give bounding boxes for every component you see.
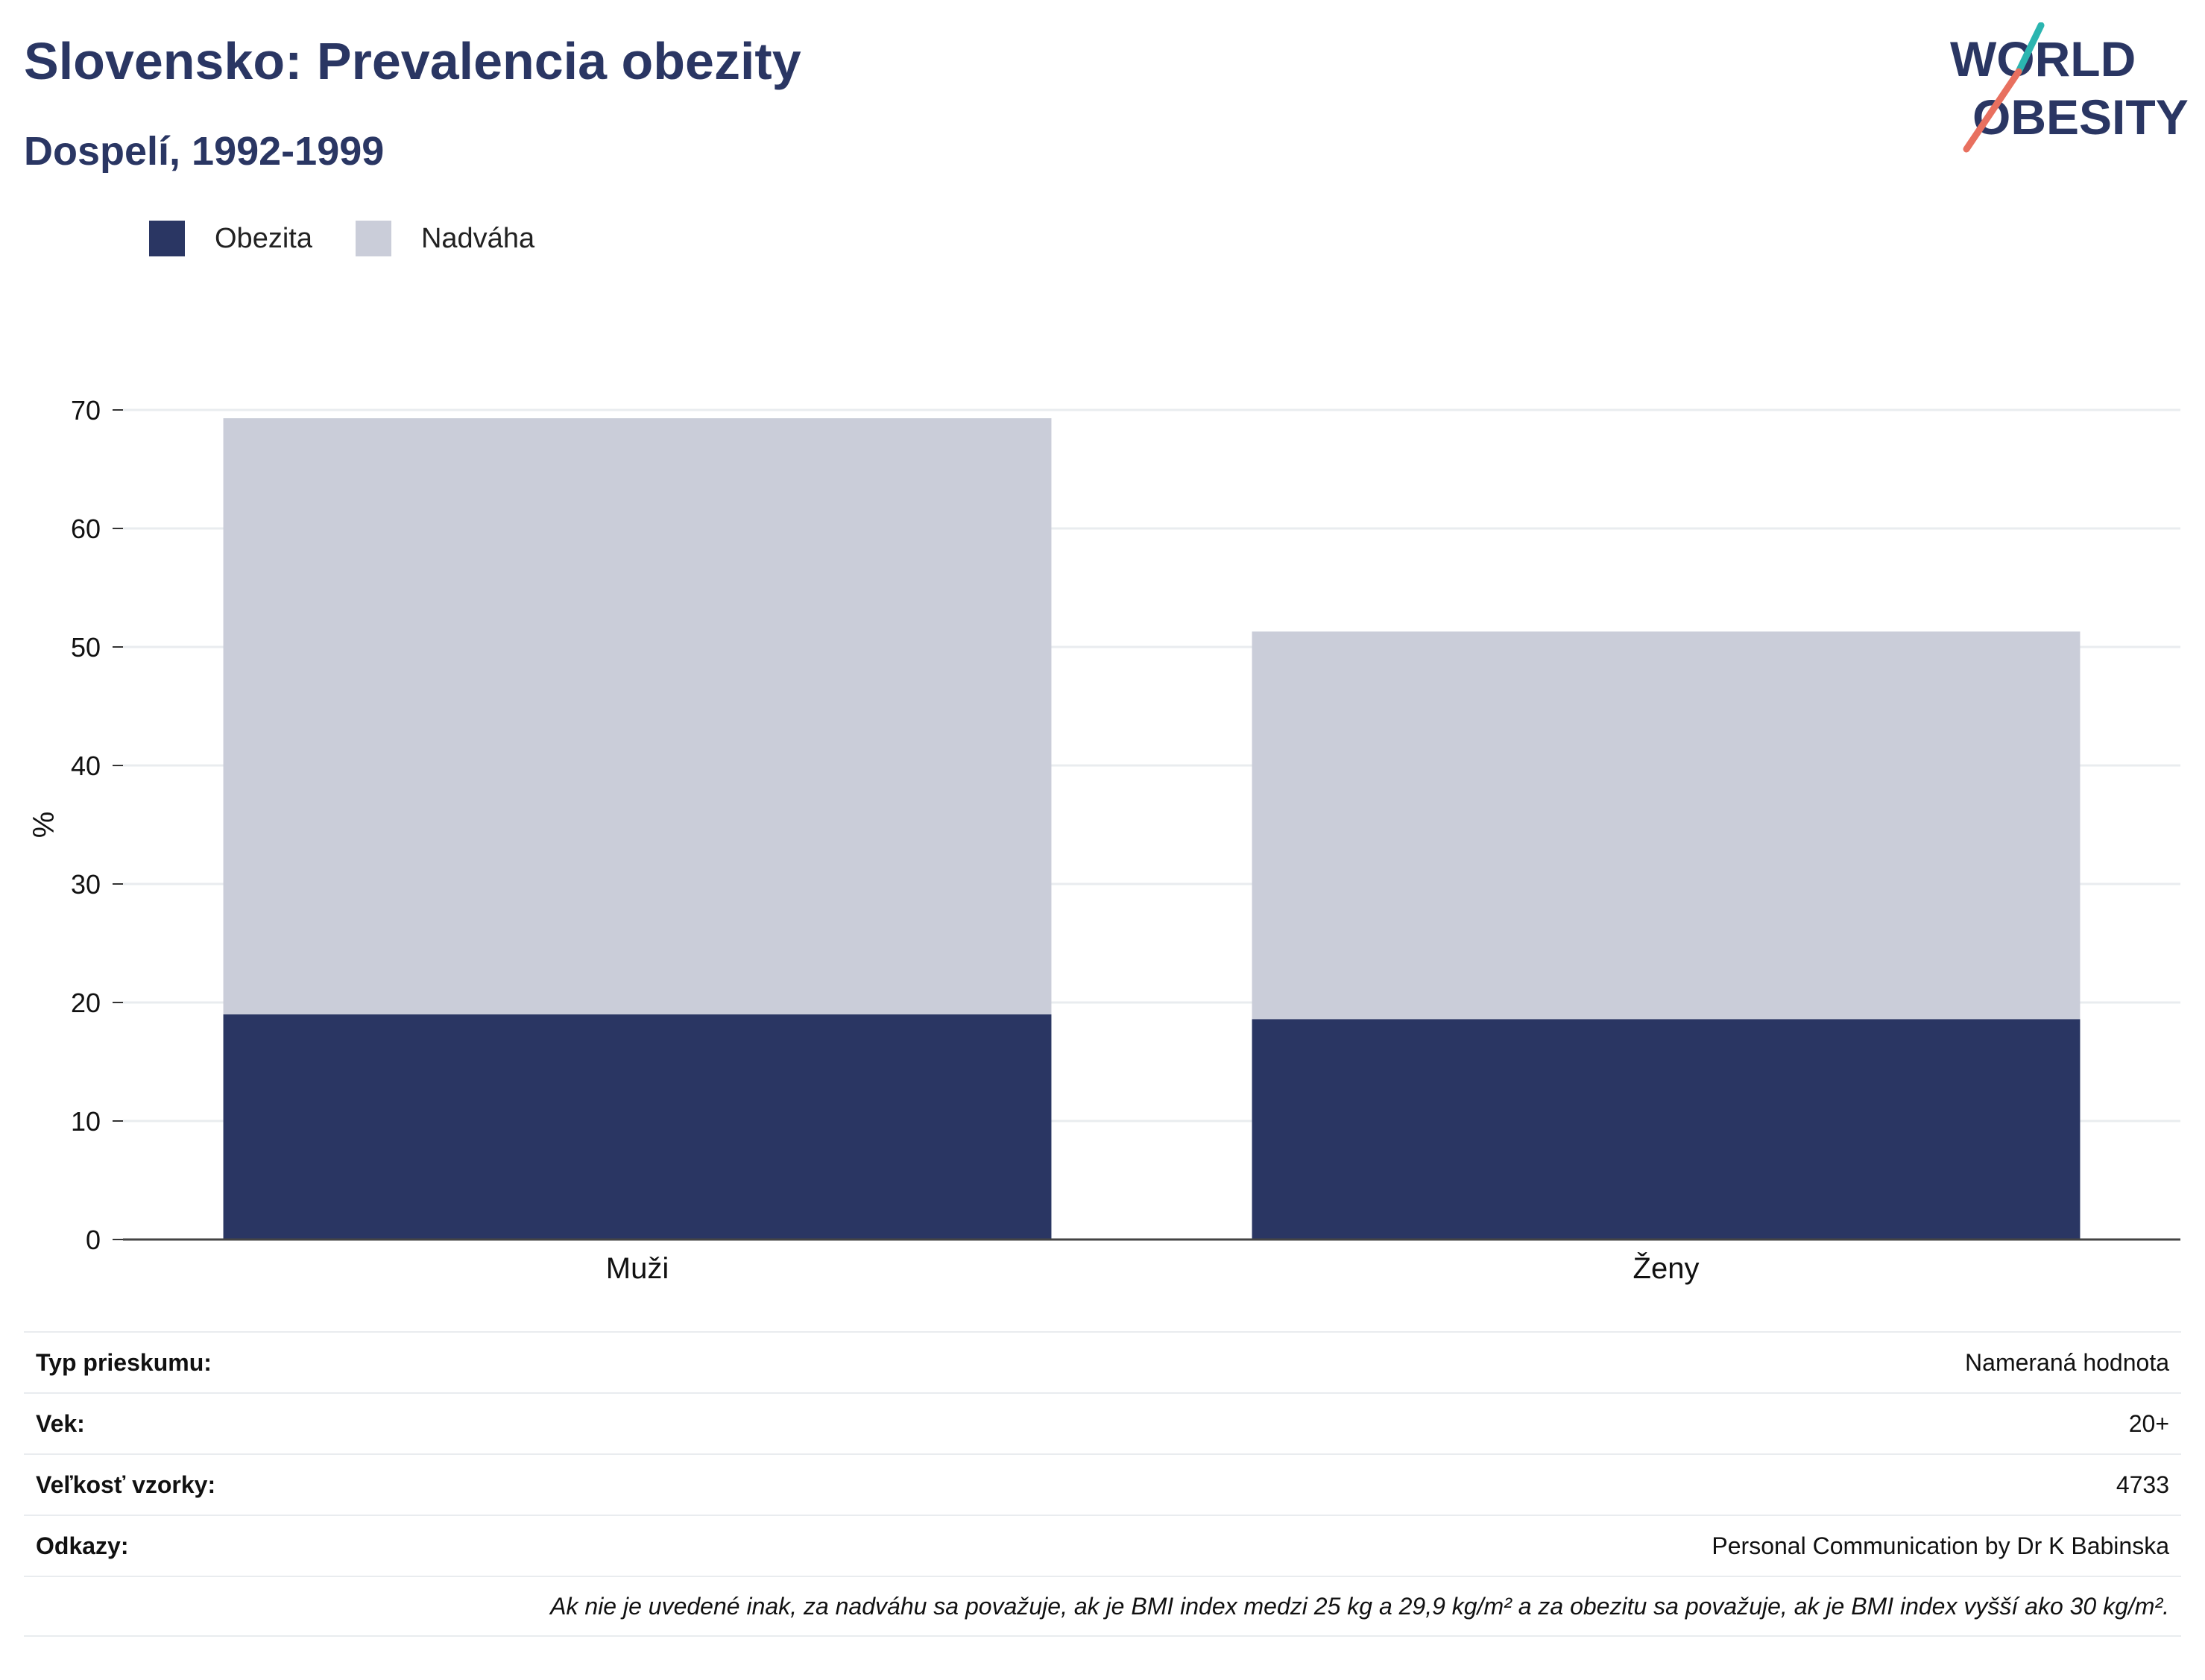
meta-label: Typ prieskumu: [36, 1348, 212, 1376]
bar-chart: 0 10 20 30 40 50 60 70% Muži Ženy [28, 395, 2180, 1285]
legend-item-obesity: Obezita [149, 221, 312, 256]
meta-value: 20+ [2128, 1409, 2169, 1437]
bar-obesity [1252, 1019, 2081, 1240]
y-tick-label: 60 [71, 514, 101, 544]
y-tick-label: 30 [71, 869, 101, 900]
legend-label-obesity: Obezita [215, 222, 312, 254]
y-tick-label: 20 [71, 988, 101, 1018]
y-tick-label: 40 [71, 751, 101, 781]
bar-overweight [1252, 631, 2081, 1020]
y-tick-label: 10 [71, 1106, 101, 1137]
legend-swatch-overweight [355, 221, 391, 256]
y-axis-label: % [28, 812, 60, 839]
chart-title: Slovensko: Prevalencia obezity [24, 32, 801, 90]
meta-row-age: Vek: 20+ [24, 1392, 2181, 1453]
meta-label: Vek: [36, 1409, 85, 1437]
x-tick-label: Muži [606, 1252, 669, 1285]
logo-line2: OBESITY [1972, 89, 2189, 145]
y-tick-label: 70 [71, 395, 101, 426]
x-tick-label: Ženy [1633, 1251, 1700, 1285]
meta-value: 4733 [2116, 1471, 2169, 1498]
meta-value: Nameraná hodnota [1965, 1348, 2169, 1376]
logo-line1: WORLD [1950, 31, 2136, 86]
bmi-definition-note: Ak nie je uvedené inak, za nadváhu sa po… [24, 1576, 2181, 1637]
bar-overweight [223, 418, 1052, 1014]
legend-item-overweight: Nadváha [355, 221, 535, 256]
bar-obesity [223, 1014, 1052, 1240]
meta-row-survey-type: Typ prieskumu: Nameraná hodnota [24, 1331, 2181, 1392]
legend-label-overweight: Nadváha [420, 222, 535, 254]
meta-row-references: Odkazy: Personal Communication by Dr K B… [24, 1515, 2181, 1576]
meta-value: Personal Communication by Dr K Babinska [1712, 1532, 2169, 1559]
chart-subtitle: Dospelí, 1992-1999 [24, 129, 385, 174]
chart-legend: Obezita Nadváha [149, 221, 578, 256]
meta-label: Odkazy: [36, 1532, 129, 1559]
meta-row-sample-size: Veľkosť vzorky: 4733 [24, 1453, 2181, 1515]
y-tick-label: 50 [71, 632, 101, 663]
meta-label: Veľkosť vzorky: [36, 1471, 216, 1498]
world-obesity-logo: WORLD OBESITY [1950, 22, 2189, 153]
logo-slash-teal [2015, 22, 2045, 75]
logo-slash-coral [1963, 68, 2022, 153]
y-tick-label: 0 [86, 1225, 101, 1255]
survey-info-table: Typ prieskumu: Nameraná hodnota Vek: 20+… [24, 1331, 2181, 1637]
legend-swatch-obesity [149, 221, 185, 256]
